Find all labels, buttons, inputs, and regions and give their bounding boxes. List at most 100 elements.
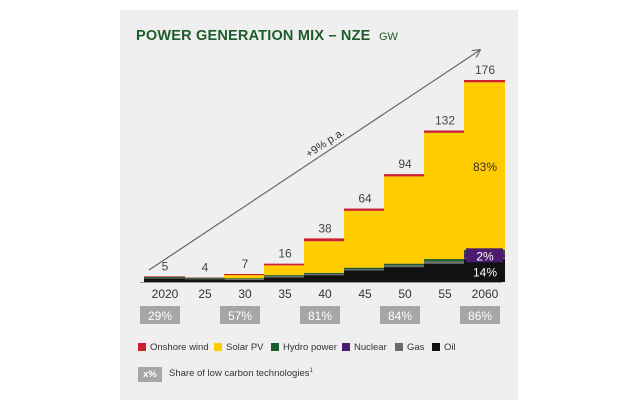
oil-swatch: [432, 343, 440, 351]
bar-segment-solar-pv: [464, 82, 505, 250]
chart-title: POWER GENERATION MIX – NZE: [136, 28, 371, 44]
segment-label-nuclear: 2%: [476, 249, 494, 263]
solar-pv-swatch: [214, 343, 222, 351]
nuclear-label-background: [466, 248, 503, 263]
bar-segment-hydro-power: [344, 267, 385, 270]
bar-segment-oil: [424, 263, 465, 282]
bar-segment-hydro-power: [384, 263, 425, 266]
share-note-text: Share of low carbon technologies: [169, 368, 310, 380]
bar-segment-gas: [304, 273, 345, 276]
bar-segment-oil: [304, 275, 345, 282]
bar-segment-onshore-wind: [264, 263, 305, 266]
bar-segment-onshore-wind: [424, 130, 465, 133]
hydro-power-swatch: [271, 343, 279, 351]
share-badge-box: [220, 306, 260, 324]
bar-segment-gas: [264, 276, 305, 278]
x-tick-label: 2020: [152, 287, 179, 301]
x-tick-label: 2060: [472, 287, 499, 301]
bar-segment-gas: [184, 278, 225, 280]
bar-total-label: 5: [162, 259, 169, 273]
bar-segment-gas: [384, 265, 425, 268]
x-tick-label: 45: [358, 287, 372, 301]
legend-label: Nuclear: [354, 341, 387, 353]
bar-segment-onshore-wind: [344, 208, 385, 211]
gas-swatch: [395, 343, 403, 351]
legend-label: Hydro power: [283, 341, 337, 353]
bar-segment-hydro-power: [424, 259, 465, 262]
bar-total-label: 7: [242, 257, 249, 271]
growth-arrow: [148, 50, 480, 271]
bar-segment-oil: [264, 277, 305, 282]
bar-segment-onshore-wind: [224, 273, 265, 276]
bar-total-label: 94: [398, 157, 412, 171]
legend-label: Onshore wind: [150, 341, 209, 353]
share-badge-box: [380, 306, 420, 324]
x-axis-labels: 2020 25 30 35 40 45 50 55 2060: [140, 282, 502, 301]
x-tick-label: 55: [438, 287, 452, 301]
legend-item-hydro-power: Hydro power: [271, 340, 337, 354]
bar-segment-solar-pv: [424, 132, 465, 260]
bar-segment-oil: [384, 267, 425, 282]
bar-segment-solar-pv: [224, 275, 265, 279]
bar-segment-oil: [224, 279, 265, 282]
bar-segment-solar-pv: [304, 241, 345, 273]
share-badge-box: [140, 306, 180, 324]
legend-item-solar-pv: Solar PV: [214, 340, 264, 354]
legend-item-onshore-wind: Onshore wind: [138, 340, 209, 354]
bar-segment-solar-pv: [384, 176, 425, 264]
bar-total-label: 4: [202, 260, 209, 274]
legend-item-nuclear: Nuclear: [342, 340, 387, 354]
share-badge-label: 29%: [148, 309, 172, 323]
bar-total-label: 176: [475, 63, 495, 77]
bar-segment-oil: [344, 270, 385, 282]
share-legend-badge: x%: [138, 367, 162, 382]
legend-label: Oil: [444, 341, 456, 353]
bar-segment-onshore-wind: [304, 238, 345, 242]
bar-segment-onshore-wind: [384, 174, 425, 177]
segment-label-oil: 14%: [473, 266, 497, 280]
bar-total-label: 64: [358, 192, 372, 206]
legend-label: Solar PV: [226, 341, 264, 353]
bars-group: 5 4 7 16 38 64 94 132 176 83% 2% 14%: [144, 63, 505, 282]
bar-segment-gas: [144, 277, 185, 279]
footnote-marker: 1: [309, 368, 313, 374]
bar-total-label: 132: [435, 114, 455, 128]
legend-item-gas: Gas: [395, 340, 424, 354]
chart-unit: GW: [378, 31, 398, 43]
share-badge-label: 86%: [468, 309, 492, 323]
bar-segment-hydro-power: [264, 275, 305, 277]
x-tick-label: 40: [318, 287, 332, 301]
share-legend-note: Share of low carbon technologies1: [169, 368, 313, 379]
legend-item-oil: Oil: [432, 340, 456, 354]
onshore-wind-swatch: [138, 343, 146, 351]
bar-segment-solar-pv: [344, 210, 385, 268]
share-badge-label: 57%: [228, 309, 252, 323]
bar-segment-onshore-wind: [144, 276, 185, 277]
share-badges: 29% 57% 81% 84% 86%: [140, 306, 500, 324]
growth-rate-label: +9% p.a.: [304, 126, 347, 160]
x-tick-label: 50: [398, 287, 412, 301]
x-tick-label: 25: [198, 287, 212, 301]
x-tick-label: 35: [278, 287, 292, 301]
bar-segment-gas: [344, 269, 385, 271]
nuclear-swatch: [342, 343, 350, 351]
share-badge-label: 81%: [308, 309, 332, 323]
bar-segment-oil: [144, 278, 185, 282]
bar-segment-hydro-power: [224, 278, 265, 280]
bar-segment-hydro-power: [184, 277, 225, 279]
bar-total-label: 16: [278, 247, 292, 261]
bar-segment-onshore-wind: [464, 80, 505, 83]
legend-label: Gas: [407, 341, 425, 353]
bar-segment-gas: [424, 261, 465, 264]
bar-segment-hydro-power: [144, 276, 185, 278]
share-badge-label: 84%: [388, 309, 412, 323]
bar-segment-gas: [224, 279, 265, 280]
bar-segment-oil: [184, 279, 225, 282]
share-badge-box: [300, 306, 340, 324]
bar-total-label: 38: [318, 221, 332, 235]
segment-label-solar-pv: 83%: [473, 160, 497, 174]
bar-segment-oil: [464, 259, 505, 282]
bar-segment-hydro-power: [304, 272, 345, 274]
bar-segment-solar-pv: [264, 265, 305, 276]
